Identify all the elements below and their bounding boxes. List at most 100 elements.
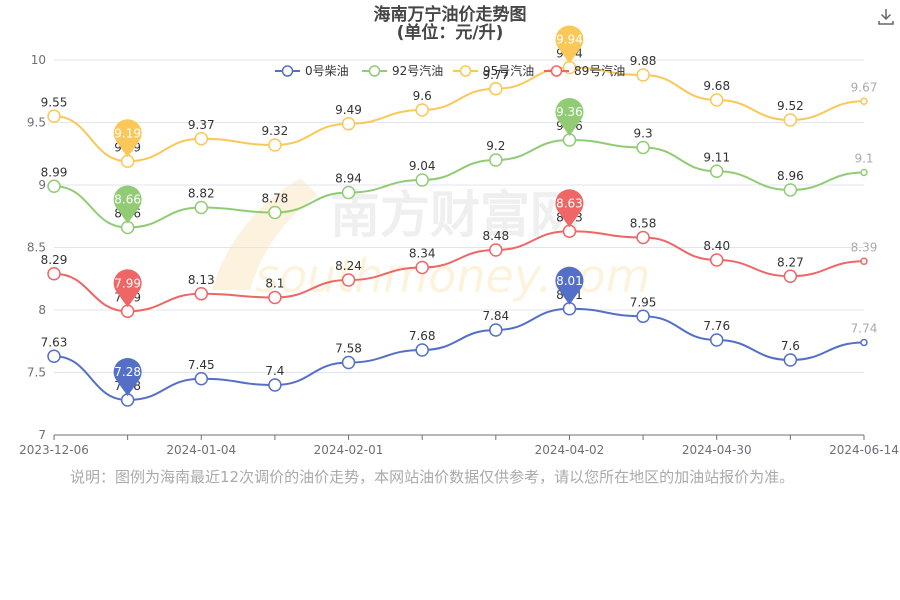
- legend-swatch-marker: [459, 65, 472, 77]
- data-point[interactable]: [341, 117, 356, 131]
- data-label: 9.52: [777, 99, 804, 113]
- extrema-pin: [113, 119, 142, 158]
- data-point[interactable]: [47, 179, 61, 193]
- data-point[interactable]: [194, 132, 209, 146]
- data-label: 9.77: [482, 68, 509, 82]
- data-label: 8.58: [630, 217, 657, 231]
- legend-item-label[interactable]: 0号柴油: [305, 64, 349, 78]
- data-point[interactable]: [47, 349, 61, 363]
- data-label: 8.99: [41, 165, 68, 179]
- data-point[interactable]: [636, 230, 650, 245]
- data-point[interactable]: [783, 269, 798, 283]
- data-point[interactable]: [489, 82, 503, 96]
- data-point[interactable]: [341, 185, 356, 200]
- legend-item-label[interactable]: 95号汽油: [483, 63, 534, 78]
- data-label: 9.04: [409, 159, 436, 173]
- data-point[interactable]: [341, 355, 356, 370]
- legend[interactable]: 0号柴油 92号汽油 95号汽油 89号汽油: [275, 63, 625, 78]
- data-label: 9.68: [703, 79, 730, 93]
- data-point[interactable]: [415, 103, 429, 117]
- grid: [54, 59, 864, 373]
- data-point[interactable]: [47, 267, 61, 281]
- data-label: 8.39: [851, 240, 878, 254]
- extrema-pin-label: 7.28: [114, 365, 141, 379]
- data-label: 9.88: [630, 54, 657, 68]
- data-label: 9.6: [413, 89, 432, 103]
- data-label: 8.78: [262, 192, 289, 206]
- data-label: 8.29: [41, 253, 68, 267]
- data-label: 8.13: [188, 273, 215, 287]
- data-point[interactable]: [860, 168, 868, 177]
- extrema-pin-label: 9.36: [556, 105, 583, 119]
- data-label: 9.37: [188, 118, 215, 132]
- series-line: [53, 230, 865, 313]
- extrema-pin: [555, 25, 584, 64]
- data-label: 7.4: [265, 364, 284, 378]
- data-point[interactable]: [860, 97, 868, 105]
- data-label: 9.2: [486, 139, 505, 153]
- data-point[interactable]: [783, 353, 798, 367]
- download-icon[interactable]: [876, 6, 896, 26]
- data-label: 7.74: [851, 322, 878, 336]
- data-label: 8.1: [265, 277, 284, 291]
- x-tick-label: 2023-12-06: [19, 443, 89, 457]
- data-point[interactable]: [489, 243, 503, 257]
- data-label: 9.1: [854, 152, 873, 166]
- legend-item-label[interactable]: 89号汽油: [574, 63, 625, 78]
- legend-item-label[interactable]: 92号汽油: [392, 63, 443, 78]
- data-point[interactable]: [268, 378, 282, 392]
- data-point[interactable]: [415, 343, 429, 357]
- data-label: 9.67: [851, 80, 878, 94]
- x-tick-label: 2024-02-01: [314, 443, 384, 457]
- data-point[interactable]: [341, 273, 356, 287]
- data-point[interactable]: [268, 290, 282, 305]
- data-point[interactable]: [709, 164, 724, 178]
- data-point[interactable]: [415, 173, 429, 187]
- watermark-text-cn: 南方财富网: [330, 186, 580, 244]
- data-point[interactable]: [415, 260, 429, 275]
- extrema-pin-label: 7.99: [114, 276, 141, 290]
- extrema-pin-label: 8.01: [556, 274, 583, 288]
- data-point[interactable]: [194, 200, 209, 215]
- data-label: 8.94: [335, 172, 362, 186]
- x-tick-label: 2024-04-02: [535, 443, 605, 457]
- data-label: 7.45: [188, 358, 215, 372]
- data-label: 8.96: [777, 169, 804, 183]
- data-point[interactable]: [268, 205, 282, 220]
- chart-note: 说明：图例为海南最近12次调价的油价走势，本网站油价数据仅供参考，请以您所在地区…: [70, 468, 795, 486]
- extrema-pin-label: 9.94: [556, 33, 583, 47]
- data-point[interactable]: [709, 253, 724, 267]
- extrema-markers: 7.28 8.01 8.66 9.36 9.19 9.94 7.99 8.63: [113, 25, 584, 396]
- data-point[interactable]: [636, 140, 650, 155]
- extrema-pin: [113, 185, 142, 224]
- watermark-text-en: southmoney.com: [255, 249, 650, 303]
- data-point[interactable]: [783, 113, 798, 127]
- chart-title: 海南万宁油价走势图: [374, 4, 527, 25]
- data-label: 7.58: [335, 342, 362, 356]
- data-point[interactable]: [194, 372, 209, 386]
- data-label: 8.82: [188, 187, 215, 201]
- y-tick-label: 8: [38, 303, 46, 317]
- data-point[interactable]: [47, 109, 61, 123]
- data-point[interactable]: [489, 323, 503, 337]
- data-point[interactable]: [194, 287, 209, 301]
- data-point[interactable]: [709, 93, 724, 107]
- data-label: 7.95: [630, 295, 657, 309]
- data-point[interactable]: [489, 153, 503, 167]
- series-line: [53, 66, 865, 163]
- data-point[interactable]: [860, 338, 868, 347]
- data-point[interactable]: [709, 333, 724, 347]
- data-label: 9.32: [262, 124, 289, 138]
- data-point[interactable]: [636, 309, 650, 323]
- data-point[interactable]: [636, 68, 650, 82]
- y-tick-label: 10: [31, 53, 46, 67]
- data-label: 7.6: [781, 339, 800, 353]
- y-tick-label: 7: [38, 428, 46, 442]
- data-point[interactable]: [860, 257, 868, 265]
- legend-swatch-marker: [550, 65, 563, 77]
- data-point[interactable]: [268, 138, 282, 152]
- y-tick-label: 8.5: [27, 241, 46, 255]
- data-point[interactable]: [783, 183, 798, 197]
- x-tick-label: 2024-06-14: [829, 443, 899, 457]
